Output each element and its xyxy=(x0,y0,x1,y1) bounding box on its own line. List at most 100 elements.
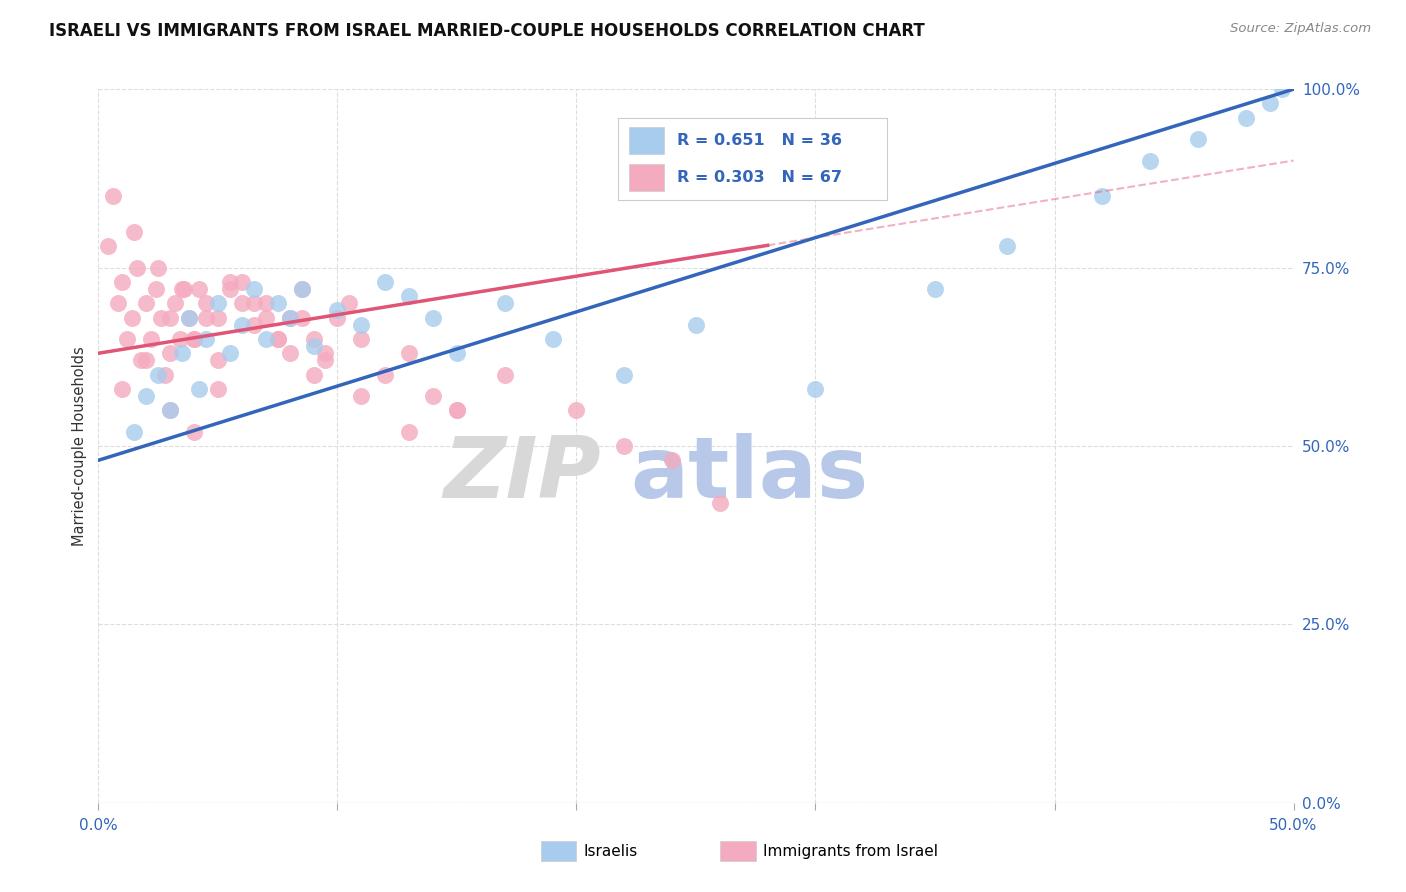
Point xyxy=(350,332,373,346)
Point xyxy=(398,425,420,439)
Point xyxy=(195,310,218,325)
Point xyxy=(267,332,290,346)
Point xyxy=(169,332,191,346)
Point xyxy=(613,439,636,453)
Point xyxy=(231,318,253,332)
Point xyxy=(267,332,290,346)
Point xyxy=(159,346,181,360)
Point xyxy=(243,282,266,296)
Point xyxy=(541,332,564,346)
Point xyxy=(1139,153,1161,168)
Point xyxy=(159,403,181,417)
Point xyxy=(565,403,588,417)
Y-axis label: Married-couple Households: Married-couple Households xyxy=(72,346,87,546)
Point xyxy=(267,296,290,310)
Point xyxy=(446,403,468,417)
Point xyxy=(125,260,148,275)
Point xyxy=(207,353,229,368)
Point xyxy=(291,310,314,325)
Text: ISRAELI VS IMMIGRANTS FROM ISRAEL MARRIED-COUPLE HOUSEHOLDS CORRELATION CHART: ISRAELI VS IMMIGRANTS FROM ISRAEL MARRIE… xyxy=(49,22,925,40)
Point xyxy=(207,310,229,325)
Point xyxy=(1258,96,1281,111)
Point xyxy=(243,296,266,310)
Point xyxy=(124,225,146,239)
Point xyxy=(374,368,396,382)
Point xyxy=(172,346,194,360)
Point xyxy=(1271,82,1294,96)
Text: ZIP: ZIP xyxy=(443,433,600,516)
Point xyxy=(135,353,157,368)
Bar xyxy=(541,841,576,862)
Point xyxy=(661,453,683,467)
Point xyxy=(173,282,195,296)
Point xyxy=(121,310,143,325)
Point xyxy=(398,346,420,360)
Point xyxy=(101,189,124,203)
Text: atlas: atlas xyxy=(630,433,869,516)
Point xyxy=(207,382,229,396)
Point xyxy=(183,332,205,346)
Point xyxy=(326,303,349,318)
Point xyxy=(1187,132,1209,146)
Point xyxy=(124,425,146,439)
Point xyxy=(339,296,361,310)
Point xyxy=(326,310,349,325)
Point xyxy=(111,275,134,289)
Point xyxy=(302,368,325,382)
Point xyxy=(145,282,167,296)
Point xyxy=(115,332,138,346)
Point xyxy=(494,296,516,310)
Point xyxy=(183,425,205,439)
Point xyxy=(254,296,277,310)
Point xyxy=(231,275,253,289)
Point xyxy=(231,296,253,310)
Point xyxy=(494,368,516,382)
Point xyxy=(243,318,266,332)
Text: Source: ZipAtlas.com: Source: ZipAtlas.com xyxy=(1230,22,1371,36)
Point xyxy=(254,332,277,346)
Point xyxy=(107,296,129,310)
Point xyxy=(804,382,827,396)
Text: Immigrants from Israel: Immigrants from Israel xyxy=(763,844,938,859)
Text: Israelis: Israelis xyxy=(583,844,638,859)
Point xyxy=(195,332,218,346)
Point xyxy=(207,296,229,310)
Point xyxy=(135,296,157,310)
Point xyxy=(315,346,337,360)
Point xyxy=(159,403,181,417)
Point xyxy=(291,282,314,296)
Point xyxy=(924,282,946,296)
Point xyxy=(195,296,218,310)
Point xyxy=(613,368,636,382)
Point xyxy=(278,310,301,325)
Point xyxy=(446,346,468,360)
Point xyxy=(422,389,444,403)
Point xyxy=(1091,189,1114,203)
Point xyxy=(219,275,242,289)
Point xyxy=(149,310,172,325)
Point xyxy=(163,296,186,310)
Point xyxy=(219,282,242,296)
Point xyxy=(97,239,120,253)
Point xyxy=(685,318,707,332)
Point xyxy=(135,389,157,403)
Point xyxy=(302,332,325,346)
Point xyxy=(155,368,177,382)
Point xyxy=(1234,111,1257,125)
Point xyxy=(374,275,396,289)
Point xyxy=(709,496,731,510)
Point xyxy=(179,310,201,325)
Point xyxy=(187,382,209,396)
Point xyxy=(422,310,444,325)
Point xyxy=(278,346,301,360)
Point xyxy=(315,353,337,368)
Point xyxy=(350,318,373,332)
Point xyxy=(187,282,209,296)
Point xyxy=(148,368,170,382)
Point xyxy=(291,282,314,296)
Point xyxy=(131,353,153,368)
Bar xyxy=(720,841,756,862)
Point xyxy=(219,346,242,360)
Point xyxy=(278,310,301,325)
Point xyxy=(302,339,325,353)
